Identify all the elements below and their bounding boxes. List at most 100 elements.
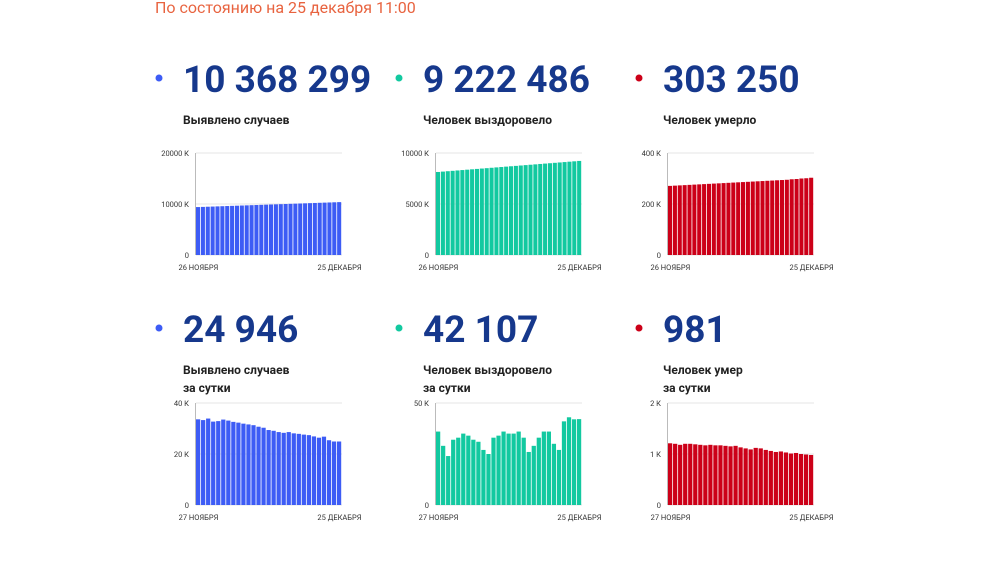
x-tick-label: 26 НОЯБРЯ (419, 263, 459, 272)
y-tick-label: 10000 К (161, 200, 189, 209)
bar (794, 179, 799, 255)
bar (798, 454, 804, 505)
bar (808, 454, 814, 505)
bar (451, 439, 456, 505)
bar (668, 185, 673, 255)
bar (682, 185, 687, 255)
legend-dot (635, 324, 643, 332)
bar (567, 161, 572, 255)
bar (551, 443, 557, 505)
bar (713, 445, 718, 505)
bar (765, 180, 770, 255)
bar (509, 166, 514, 255)
bar (206, 418, 211, 505)
bar (773, 451, 778, 505)
bar (673, 443, 678, 505)
bar (234, 205, 239, 255)
y-tick-label: 400 К (642, 149, 662, 158)
y-tick-label: 50 К (414, 399, 429, 408)
bar (210, 206, 215, 255)
bar (311, 436, 317, 505)
bar (677, 185, 682, 255)
bar (688, 443, 693, 505)
bar (251, 425, 256, 505)
bar (201, 420, 206, 505)
bar (572, 161, 577, 255)
bar (693, 444, 698, 505)
x-tick-label: 27 НОЯБРЯ (651, 513, 691, 522)
bar (259, 204, 264, 255)
bar (293, 203, 298, 255)
bar (456, 437, 461, 505)
bar (678, 444, 683, 505)
bar (538, 163, 543, 255)
bar (225, 206, 230, 255)
y-tick-label: 0 (185, 501, 189, 510)
bar (518, 165, 523, 255)
y-tick-label: 0 (185, 251, 189, 260)
bar (778, 451, 783, 505)
x-tick-label: 25 ДЕКАБРЯ (317, 513, 361, 522)
kpi-caption: за сутки (423, 381, 471, 395)
bar (256, 426, 261, 505)
bar (336, 441, 342, 505)
bar (322, 202, 327, 255)
bar (526, 451, 531, 505)
bar (753, 447, 758, 505)
bar (556, 449, 562, 505)
bar (474, 168, 479, 255)
bar (286, 432, 291, 505)
bar (436, 431, 441, 505)
bar (562, 162, 567, 255)
bar (504, 166, 509, 255)
x-tick-label: 26 НОЯБРЯ (179, 263, 219, 272)
bar (331, 441, 337, 505)
kpi-caption: Человек выздоровело (423, 363, 552, 377)
bar (316, 437, 322, 505)
bar (241, 423, 246, 505)
kpi-value: 9 222 486 (423, 59, 590, 102)
bar (576, 419, 582, 505)
bar (440, 171, 445, 255)
bar (511, 433, 516, 505)
bar (547, 163, 552, 255)
bar (491, 437, 496, 505)
bar (577, 160, 582, 255)
kpi-value: 24 946 (183, 309, 298, 352)
bar (288, 203, 293, 255)
bar (261, 427, 266, 505)
bar (306, 435, 311, 505)
bar (496, 435, 501, 505)
bar (446, 456, 451, 505)
bar (269, 204, 274, 255)
kpi-caption: Выявлено случаев (183, 363, 290, 377)
bar (296, 433, 301, 505)
bar (708, 444, 713, 505)
bar (321, 436, 327, 505)
bar (215, 206, 220, 255)
bar (266, 430, 271, 505)
bar (809, 177, 814, 255)
bar (716, 183, 721, 255)
bar (731, 182, 736, 255)
bar (481, 449, 486, 505)
bar (755, 181, 760, 255)
bar (220, 206, 225, 255)
bar (506, 433, 511, 505)
bar (768, 450, 773, 505)
bar (533, 164, 538, 255)
bar (499, 167, 504, 255)
kpi-value: 981 (663, 309, 727, 352)
y-tick-label: 1 К (650, 450, 661, 459)
y-tick-label: 20 К (174, 450, 189, 459)
bar (692, 184, 697, 255)
bar (703, 445, 708, 505)
bar (461, 433, 466, 505)
legend-dot (395, 74, 403, 82)
bar (303, 203, 308, 255)
y-tick-label: 0 (657, 501, 661, 510)
bar (471, 439, 476, 505)
x-tick-label: 25 ДЕКАБРЯ (317, 263, 361, 272)
bar (301, 434, 306, 505)
bar (721, 183, 726, 255)
